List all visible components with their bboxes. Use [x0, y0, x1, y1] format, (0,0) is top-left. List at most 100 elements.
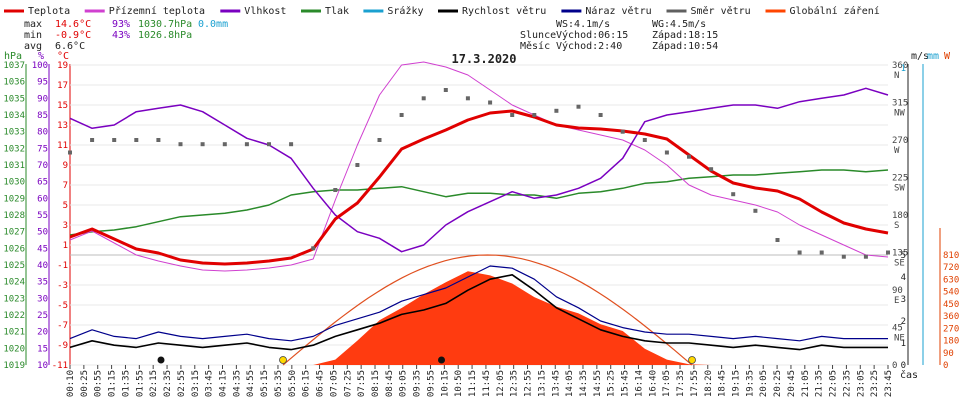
x-tick-label: 20:05 [759, 370, 769, 397]
series-wind-speed [69, 274, 888, 351]
series-wind-direction-point [753, 208, 758, 213]
stat-min-press: 1026.8hPa [138, 30, 192, 41]
pct-tick-label: 100 [32, 61, 48, 71]
w-tick-label: 360 [943, 312, 959, 322]
series-wind-direction-point [90, 138, 95, 142]
ms-tick-label: 1 [901, 339, 906, 349]
x-tick-label: 09:35 [413, 370, 423, 397]
x-tick-label: 04:35 [232, 370, 242, 397]
x-tick-label: 01:15 [108, 370, 118, 397]
hpa-tick-label: 1030 [3, 178, 25, 188]
x-tick-label: 05:50 [288, 370, 298, 397]
series-wind-direction-point [819, 250, 824, 255]
x-tick-label: 13:15 [537, 370, 547, 397]
legend-label: Přízemní teplota [109, 5, 205, 17]
dir-label: SW [894, 184, 905, 194]
x-tick-label: 22:35 [842, 370, 852, 397]
info-sun-label: Slunce [520, 30, 556, 41]
hpa-tick-label: 1025 [3, 261, 25, 271]
series-wind-direction-point [775, 238, 780, 242]
stat-min-label: min [24, 30, 42, 41]
info-moon-rise: Východ:2:40 [556, 40, 622, 52]
stat-max-hum: 93% [112, 19, 130, 30]
dir-label: W [894, 146, 900, 156]
series-wind-direction-point [443, 88, 448, 92]
unit-pct: % [38, 51, 44, 62]
hpa-tick-label: 1019 [3, 361, 25, 371]
legend-label: Vlhkost [244, 6, 286, 17]
x-tick-label: 21:35 [815, 370, 825, 397]
x-tick-label: 17:05 [662, 370, 672, 397]
ms-tick-label: 2 [901, 317, 906, 327]
stat-max-press: 1030.7hPa [138, 19, 192, 30]
ms-tick-label: 4 [901, 273, 906, 283]
hpa-tick-label: 1031 [3, 161, 25, 171]
axis-ticks: 1037103610351034103310321031103010291028… [3, 61, 959, 397]
series-wind-gust [69, 265, 888, 342]
dir-tick-label: 45 [892, 324, 903, 334]
dir-tick-label: 180 [892, 211, 908, 221]
x-tick-label: 10:15 [440, 370, 450, 397]
series-wind-direction-point [532, 113, 537, 117]
dir-tick-label: 315 [892, 99, 908, 109]
legend: Teplota Přízemní teplota Vlhkost Tlak Srážky… [4, 5, 880, 17]
radiation-layer [70, 254, 888, 366]
x-tick-label: 07:05 [329, 370, 339, 397]
x-tick-label: 23:05 [856, 370, 866, 397]
info-moon-label: Měsíc [520, 40, 550, 52]
series-wind-direction-point [687, 154, 691, 159]
series-global-radiation [70, 271, 888, 365]
hpa-tick-label: 1033 [3, 128, 25, 138]
degc-tick-label: 7 [63, 181, 68, 191]
pct-tick-label: 50 [37, 228, 48, 238]
w-tick-label: 270 [943, 324, 959, 334]
series-wind-direction-point [709, 167, 714, 172]
series-pressure [69, 169, 889, 236]
x-tick-label: 12:05 [496, 370, 506, 397]
pct-tick-label: 35 [37, 278, 48, 288]
pct-tick-label: 80 [37, 128, 48, 138]
x-tick-label: 14:35 [579, 370, 589, 397]
chart-title: 17.3.2020 [451, 52, 516, 66]
unit-mm: mm [927, 51, 939, 62]
x-tick-label: 16:14 [634, 370, 644, 397]
series-wind-direction-point [576, 104, 581, 109]
dir-tick-label: 0 [892, 361, 897, 371]
series-wind-direction-point [598, 113, 603, 117]
pct-tick-label: 40 [37, 261, 48, 271]
series-wind-direction-point [156, 138, 161, 142]
degc-tick-label: 5 [63, 201, 68, 211]
hpa-tick-label: 1028 [3, 211, 25, 221]
degc-tick-label: 19 [57, 61, 68, 71]
series-wind-direction-point [311, 246, 316, 251]
ms-tick-label: 5 [901, 251, 906, 261]
x-tick-label: 09:55 [426, 370, 436, 397]
x-tick-label: 20:45 [787, 370, 797, 397]
legend-label: Tlak [325, 6, 349, 17]
x-tick-label: 17:35 [676, 370, 686, 397]
dir-tick-label: 225 [892, 174, 908, 184]
x-tick-label: 03:45 [205, 370, 215, 397]
x-tick-label: 19:35 [745, 370, 755, 397]
stat-avg-temp: 6.6°C [55, 41, 85, 52]
pct-tick-label: 85 [37, 111, 48, 121]
x-tick-label: 21:05 [801, 370, 811, 397]
x-tick-label: 05:15 [260, 370, 270, 397]
sun-marker [688, 356, 696, 364]
hpa-tick-label: 1029 [3, 194, 25, 204]
pct-tick-label: 55 [37, 211, 48, 221]
dir-label: N [894, 71, 899, 81]
dir-tick-label: 135 [892, 249, 908, 259]
unit-hpa: hPa [4, 51, 22, 62]
x-tick-label: 00:25 [80, 370, 90, 397]
series-wind-direction-point [664, 150, 669, 155]
hpa-tick-label: 1027 [3, 228, 25, 238]
hpa-tick-label: 1036 [3, 78, 25, 88]
series-wind-direction-point [244, 142, 249, 147]
series-clear-sky-radiation [282, 254, 693, 366]
x-tick-label: 06:15 [302, 370, 312, 397]
unit-w: W [944, 51, 951, 62]
pct-tick-label: 45 [37, 244, 48, 254]
degc-tick-label: -5 [57, 301, 68, 311]
pct-tick-label: 60 [37, 194, 48, 204]
